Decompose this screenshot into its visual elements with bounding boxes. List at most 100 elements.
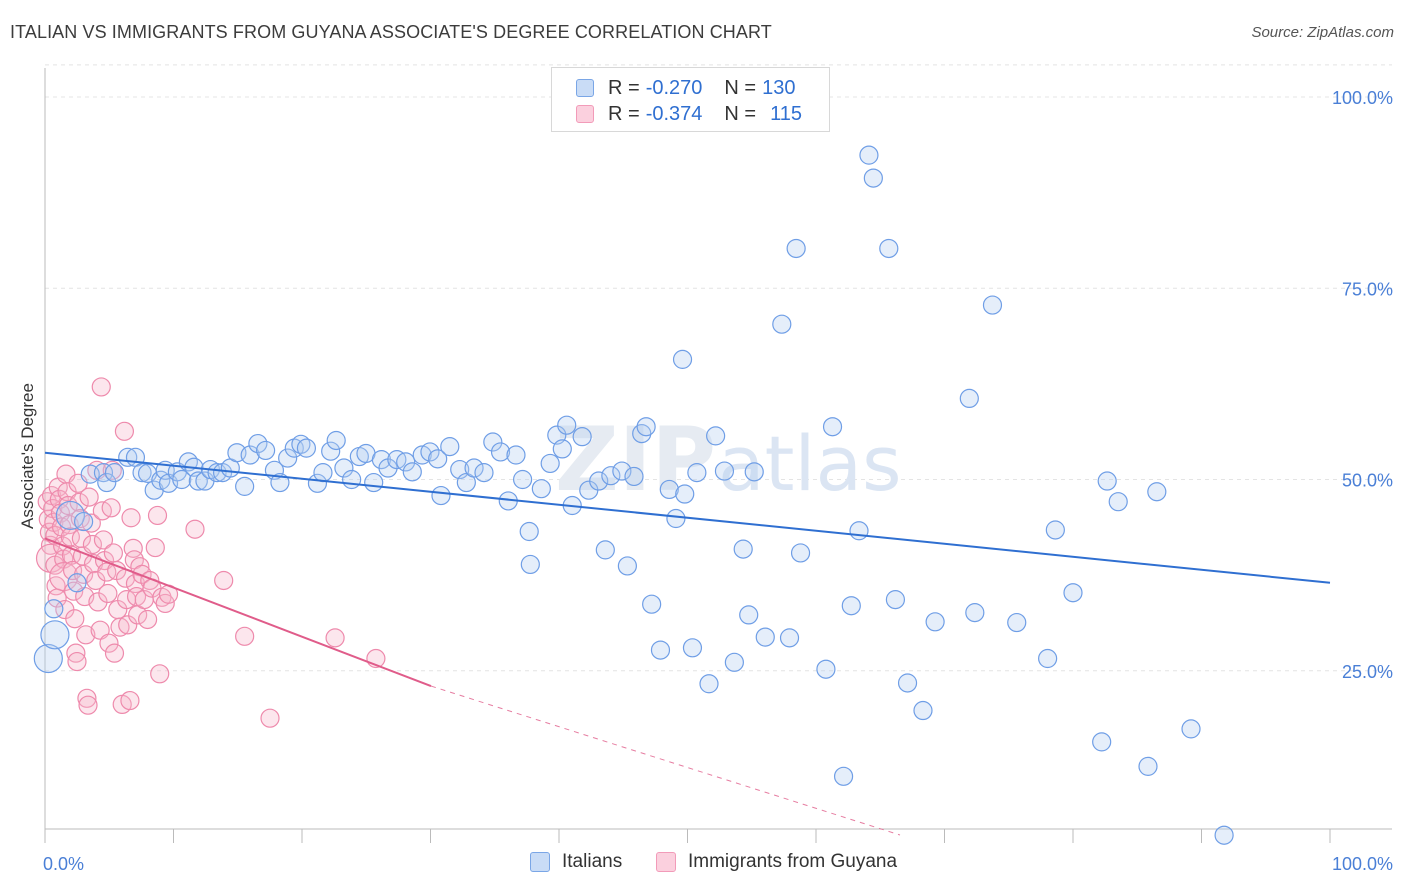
guyana-point — [62, 560, 83, 581]
italian-point — [531, 479, 551, 499]
guyana-point — [78, 695, 98, 715]
legend-r-value: -0.270 — [645, 76, 703, 99]
italian-point — [1147, 482, 1167, 502]
legend-swatch-pink — [576, 105, 594, 123]
italian-point — [699, 674, 719, 694]
italian-point — [601, 466, 621, 486]
italian-point — [1045, 520, 1065, 540]
italian-point — [982, 295, 1003, 315]
italian-point — [849, 521, 869, 541]
italian-point — [1097, 471, 1117, 491]
italian-point — [1038, 648, 1058, 669]
italian-point — [321, 441, 341, 461]
italian-point — [188, 471, 208, 491]
italian-point — [552, 439, 572, 459]
legend-r-label: R = — [608, 102, 640, 125]
legend-label-italians: Italians — [562, 851, 623, 872]
guyana-point — [147, 505, 168, 526]
italian-point — [739, 605, 759, 625]
chart-title: ITALIAN VS IMMIGRANTS FROM GUYANA ASSOCI… — [10, 22, 772, 42]
italian-point — [779, 628, 800, 648]
italian-point — [897, 673, 918, 693]
italian-point — [74, 511, 94, 532]
legend-item-italians[interactable]: Italians — [530, 851, 622, 873]
guyana-point — [99, 633, 119, 653]
italian-point — [772, 314, 792, 334]
gridlines — [45, 64, 1392, 672]
guyana-point — [93, 530, 114, 550]
guyana-point — [69, 492, 89, 513]
italian-point — [412, 445, 432, 465]
italian-points — [33, 145, 1234, 845]
series-legend: Italians Immigrants from Guyana — [0, 851, 1406, 879]
x-tick-label-max: 100.0% — [1332, 854, 1393, 874]
guyana-point — [121, 508, 141, 528]
italian-point — [270, 472, 290, 493]
italian-point — [248, 433, 268, 454]
italian-point — [240, 445, 260, 465]
italian-point — [151, 470, 171, 490]
italian-point — [402, 462, 422, 482]
italian-point — [879, 238, 899, 259]
italian-point — [636, 417, 656, 437]
watermark-atlas: atlas — [718, 419, 902, 508]
y-tick-label: 25.0% — [1342, 662, 1393, 682]
italian-point — [687, 463, 707, 483]
italian-point — [863, 168, 883, 188]
italian-point — [617, 556, 637, 576]
guyana-point — [145, 537, 165, 558]
watermark-zip: ZIP — [555, 408, 716, 511]
italian-point — [44, 599, 64, 619]
guyana-point — [67, 651, 87, 672]
italian-point — [714, 461, 735, 481]
guyana-point — [214, 570, 234, 591]
guyana-point — [91, 377, 111, 397]
stats-legend: R = -0.270 N = 130 R = -0.374 N = 115 — [551, 67, 830, 132]
italian-point — [342, 469, 362, 490]
legend-n-label: N = — [724, 76, 757, 99]
italian-point — [474, 463, 494, 483]
italian-point — [278, 448, 298, 468]
italian-point — [642, 594, 662, 614]
guyana-point — [150, 664, 170, 684]
italian-point — [672, 349, 693, 369]
guyana-point — [110, 617, 130, 637]
legend-item-guyana[interactable]: Immigrants from Guyana — [656, 851, 897, 873]
legend-row-italians: R = -0.270 N = 130 — [576, 75, 795, 101]
italian-point — [396, 452, 416, 472]
italian-point — [925, 612, 945, 632]
guyana-point — [120, 690, 140, 711]
italian-point — [682, 638, 703, 658]
italian-point — [589, 471, 609, 491]
italian-point — [859, 145, 879, 165]
italian-point — [364, 472, 384, 493]
italian-point — [822, 417, 843, 437]
legend-row-guyana: R = -0.374 N = 115 — [576, 101, 802, 127]
guyana-point — [77, 688, 97, 708]
legend-swatch-italians — [530, 852, 550, 872]
italian-point — [506, 445, 526, 465]
legend-swatch-guyana — [656, 852, 676, 872]
x-tick-label-min: 0.0% — [43, 854, 84, 874]
guyana-point — [76, 625, 96, 645]
italian-point — [67, 573, 87, 593]
italian-point — [428, 449, 448, 469]
italian-point — [706, 426, 726, 446]
italian-point — [519, 521, 539, 542]
legend-n-value: 130 — [762, 76, 796, 99]
y-tick-label: 50.0% — [1342, 471, 1393, 491]
italian-point — [885, 590, 906, 610]
italian-point — [913, 700, 933, 721]
trend-lines — [44, 451, 1331, 836]
italian-point — [440, 437, 460, 457]
chart-source: Source: ZipAtlas.com — [1251, 24, 1394, 41]
italian-point — [557, 415, 577, 435]
guyana-point — [235, 626, 255, 646]
guyana-point — [114, 421, 135, 441]
guyana-point — [132, 564, 152, 584]
italian-point — [833, 766, 854, 786]
italian-point — [490, 442, 511, 462]
guyana-point — [325, 628, 345, 648]
italian-point — [1063, 583, 1083, 603]
italian-point — [959, 388, 979, 409]
